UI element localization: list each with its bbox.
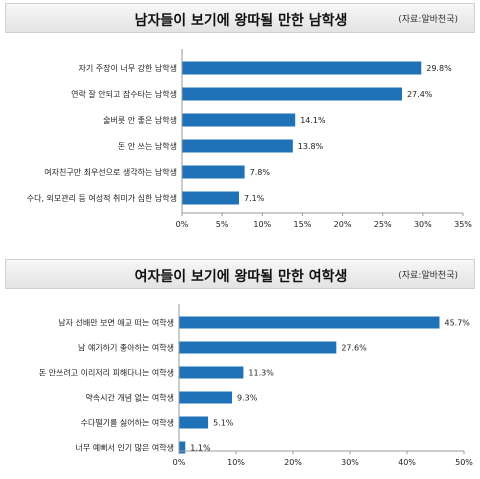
tick-label: 50% <box>455 458 473 467</box>
value-label: 29.8% <box>426 64 452 73</box>
value-label: 14.1% <box>300 116 326 125</box>
bar-chart-male: 자기 주장이 너무 강한 남학생 29.8% 연락 잘 안되고 잠수타는 남학생 27… <box>27 49 472 229</box>
category-label: 돈 안쓰려고 이리저리 피해다니는 여학생 <box>39 368 174 378</box>
chart-title-bar: 남자들이 보기에 왕따될 만한 남학생 (자료:알바천국) <box>5 3 475 33</box>
tick-label: 10% <box>227 458 245 467</box>
category-label: 수다떨기를 싫어하는 여학생 <box>81 418 174 428</box>
value-label: 1.1% <box>190 444 211 453</box>
bar <box>182 61 422 75</box>
bar <box>179 366 244 379</box>
tick-label: 25% <box>374 220 392 229</box>
value-label: 9.3% <box>237 394 258 403</box>
tick-label: 30% <box>341 458 359 467</box>
tick-label: 10% <box>253 220 271 229</box>
category-label: 연락 잘 안되고 잠수타는 남학생 <box>71 89 177 99</box>
bar <box>182 139 293 153</box>
bar <box>182 165 245 179</box>
chart-source: (자료:알바천국) <box>398 15 458 25</box>
value-label: 7.8% <box>250 168 271 177</box>
tick-label: 20% <box>334 220 352 229</box>
category-label: 너무 예뻐서 인기 많은 여학생 <box>76 443 175 453</box>
bar-chart-female: 남자 선배만 보면 애교 떠는 여학생 45.7% 남 얘기하기 좋아하는 여학생 2… <box>39 304 473 467</box>
category-label: 돈 안 쓰는 남학생 <box>118 141 177 151</box>
value-label: 27.4% <box>407 90 433 99</box>
value-label: 27.6% <box>341 344 367 353</box>
category-label: 수다, 외모관리 등 여성적 취미가 심한 남학생 <box>27 193 177 203</box>
chart-title: 남자들이 보기에 왕따될 만한 남학생 <box>134 13 348 29</box>
tick-label: 40% <box>398 458 416 467</box>
chart-title-bar: 여자들이 보기에 왕따될 만한 여학생 (자료:알바천국) <box>5 259 475 289</box>
tick-label: 20% <box>284 458 302 467</box>
tick-label: 15% <box>294 220 312 229</box>
value-label: 45.7% <box>444 319 470 328</box>
category-label: 술버릇 안 좋은 남학생 <box>103 115 177 125</box>
category-label: 약속시간 개념 없는 여학생 <box>85 393 174 403</box>
bar <box>179 441 186 454</box>
value-label: 13.8% <box>298 142 324 151</box>
bar <box>182 87 402 101</box>
value-label: 5.1% <box>213 419 234 428</box>
category-label: 남 얘기하기 좋아하는 여학생 <box>78 343 174 353</box>
bar <box>182 191 240 205</box>
bar <box>179 316 440 329</box>
chart-title: 여자들이 보기에 왕따될 만한 여학생 <box>134 269 348 285</box>
tick-label: 35% <box>454 220 472 229</box>
bar <box>182 113 296 127</box>
bar <box>179 416 209 429</box>
category-label: 여자친구만 최우선으로 생각하는 남학생 <box>44 167 177 177</box>
category-label: 남자 선배만 보면 애교 떠는 여학생 <box>58 318 174 328</box>
value-label: 11.3% <box>248 369 274 378</box>
value-label: 7.1% <box>244 194 265 203</box>
tick-label: 0% <box>173 458 186 467</box>
bar <box>179 391 233 404</box>
category-label: 자기 주장이 너무 강한 남학생 <box>79 63 178 73</box>
bar <box>179 341 337 354</box>
chart-panel-female: 여자들이 보기에 왕따될 만한 여학생 (자료:알바천국) 남자 선배만 보면 … <box>5 259 475 475</box>
chart-source: (자료:알바천국) <box>398 271 458 281</box>
chart-panel-male: 남자들이 보기에 왕따될 만한 남학생 (자료:알바천국) 자기 주장이 너무 … <box>5 3 475 235</box>
tick-label: 0% <box>176 220 189 229</box>
tick-label: 30% <box>414 220 432 229</box>
tick-label: 5% <box>216 220 229 229</box>
